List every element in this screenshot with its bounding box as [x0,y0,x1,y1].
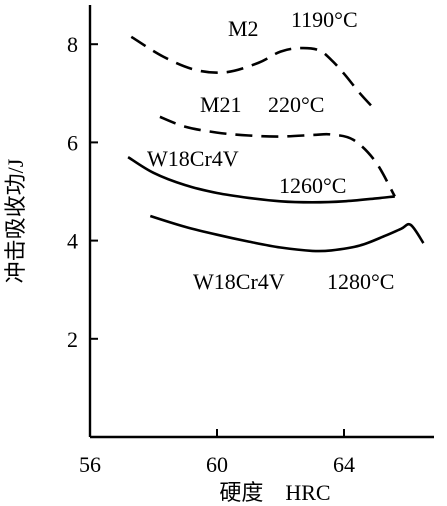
annotation-m21-name: M21 [200,92,242,117]
y-axis-label: 冲击吸收功/J [3,158,28,283]
x-tick-label: 64 [333,452,355,477]
annotation-w1260-temp: 1260°C [279,173,346,198]
plot-frame [88,5,434,439]
y-tick-label: 2 [67,327,78,352]
annotation-w1280-name: W18Cr4V [193,269,285,294]
y-tick-label: 4 [67,229,78,254]
y-tick-label: 8 [67,32,78,57]
axis-ticks: 56 60 64 2 4 6 8 [67,32,355,477]
curve-m2-1190 [130,35,377,112]
annotation-m2-name: M2 [228,16,259,41]
y-tick-label: 6 [67,130,78,155]
annotation-m2-temp: 1190°C [291,7,358,32]
curve-m21-220 [159,115,396,198]
annotation-w1260-name: W18Cr4V [147,146,239,171]
x-tick-label: 60 [206,452,228,477]
annotation-w1280-temp: 1280°C [327,269,394,294]
x-tick-label: 56 [79,452,101,477]
annotation-m21-temp: 220°C [268,92,324,117]
x-axis-label: 硬度 HRC [219,480,330,505]
curves [127,35,425,253]
curve-w18cr4v-1260 [127,155,395,204]
curve-w18cr4v-1280 [149,214,425,253]
